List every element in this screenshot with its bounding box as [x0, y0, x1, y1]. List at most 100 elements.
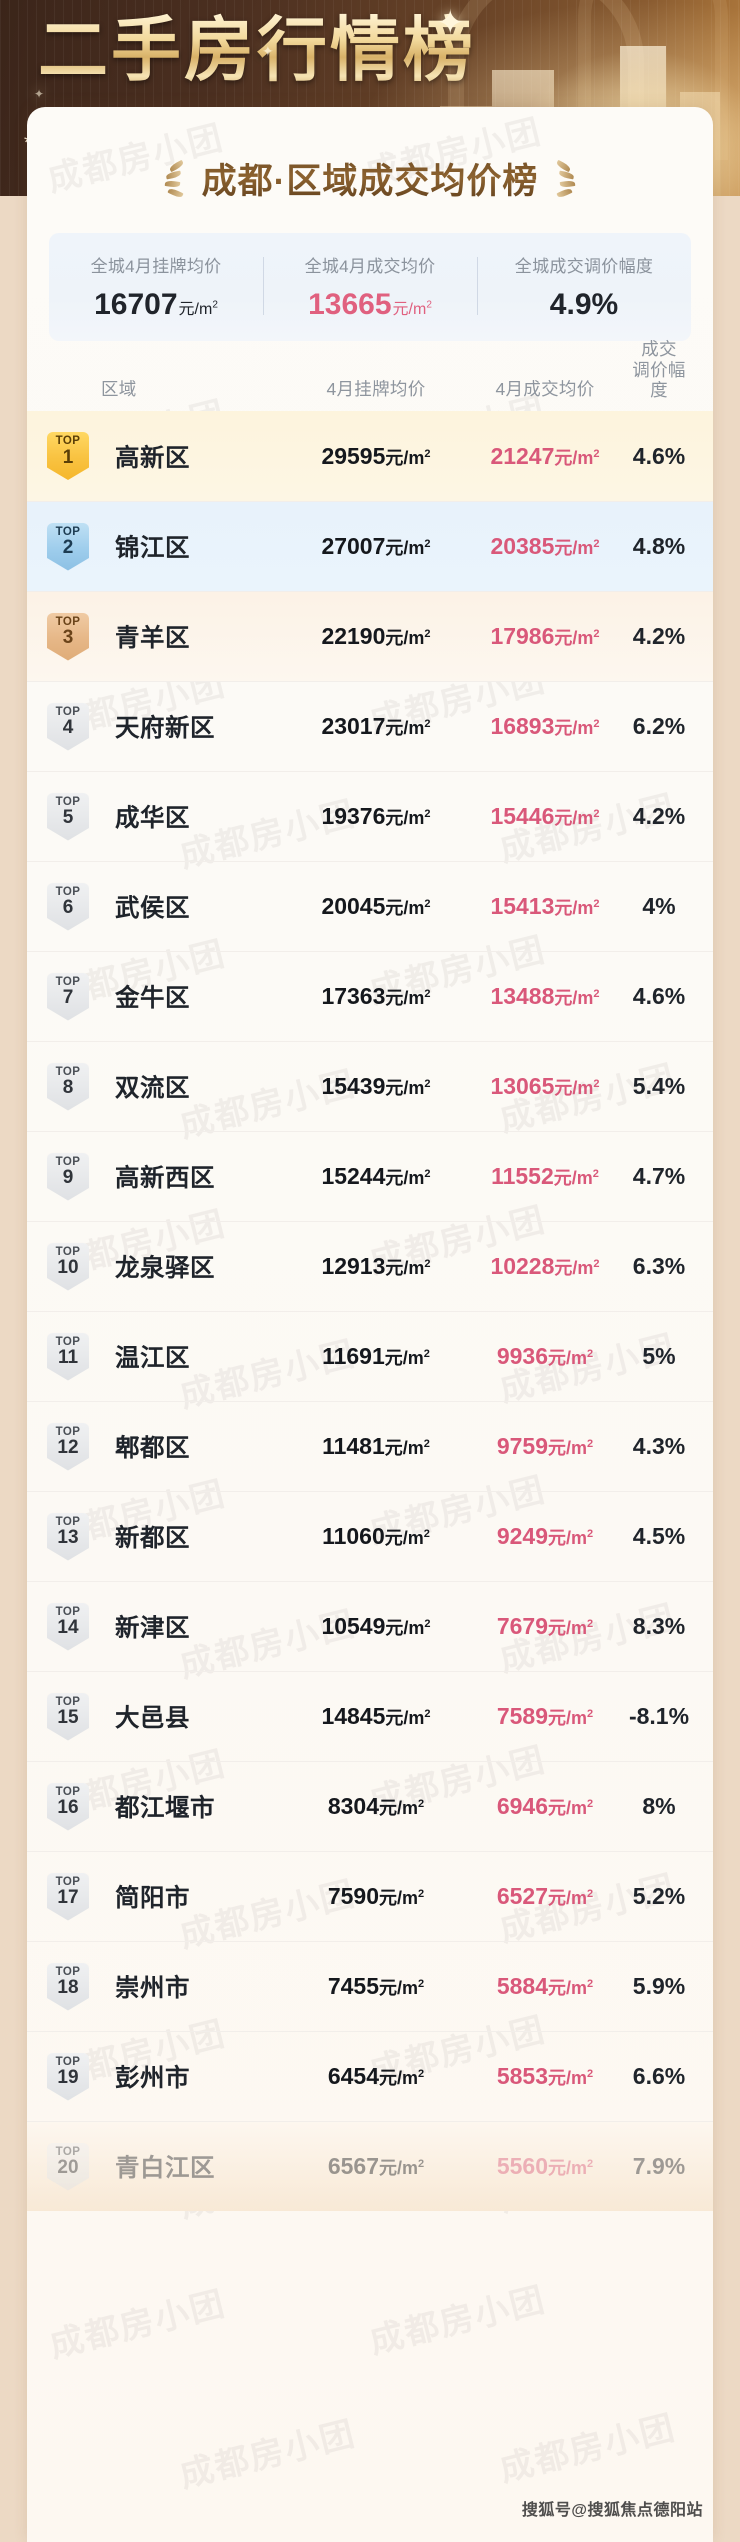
price-unit-exponent: 2	[424, 1708, 431, 1720]
cell-listing-price: 12913元/m2	[287, 1253, 465, 1280]
source-watermark: 搜狐号@搜狐焦点德阳站	[521, 2502, 703, 2519]
price-unit: 元/m2	[379, 1888, 425, 1908]
table-row[interactable]: TOP 9 高新西区 15244元/m2 11552元/m2 4.7%	[27, 1131, 713, 1221]
price-number: 11060	[322, 1523, 385, 1549]
rank-badge-number: 19	[57, 2067, 79, 2088]
cell-rank: TOP 20	[47, 2142, 101, 2191]
table-row[interactable]: TOP 7 金牛区 17363元/m2 13488元/m2 4.6%	[27, 951, 713, 1041]
price-unit-exponent: 2	[587, 1348, 594, 1360]
rank-badge-label: TOP	[55, 1695, 81, 1708]
rank-badge-label: TOP	[55, 435, 81, 447]
cell-price-adjustment: 7.9%	[632, 2153, 686, 2179]
table-row[interactable]: TOP 6 武侯区 20045元/m2 15413元/m2 4%	[27, 861, 713, 951]
cell-deal-price: 21247元/m2	[465, 443, 625, 470]
table-row[interactable]: TOP 14 新津区 10549元/m2 7679元/m2 8.3%	[27, 1581, 713, 1671]
header-listing-price: 4月挂牌均价	[326, 379, 426, 399]
city-summary-bar: 全城4月挂牌均价 16707元/m2 全城4月成交均价 13665元/m2 全城…	[49, 233, 691, 341]
cell-listing-price: 29595元/m2	[287, 443, 465, 470]
rank-badge-icon: TOP 16	[47, 1782, 89, 1831]
price-number: 6946	[496, 1793, 549, 1819]
price-unit: 元/m2	[384, 1438, 430, 1458]
summary-label: 全城成交调价幅度	[514, 257, 654, 276]
cell-price-adjustment: 4.8%	[632, 533, 686, 559]
table-row[interactable]: TOP 20 青白江区 6567元/m2 5560元/m2 7.9%	[27, 2121, 713, 2211]
summary-label: 全城4月成交均价	[304, 257, 436, 276]
sparkle-icon: ✦	[262, 43, 274, 59]
cell-price-adjustment: 4.6%	[632, 442, 686, 469]
price-unit: 元/m2	[548, 1618, 594, 1638]
cell-deal-price: 16893元/m2	[465, 713, 625, 740]
table-row[interactable]: TOP 3 青羊区 22190元/m2 17986元/m2 4.2%	[27, 591, 713, 681]
price-number: 13488	[490, 983, 555, 1009]
table-row[interactable]: TOP 16 都江堰市 8304元/m2 6946元/m2 8%	[27, 1761, 713, 1851]
table-row[interactable]: TOP 5 成华区 19376元/m2 15446元/m2 4.2%	[27, 771, 713, 861]
cell-rank: TOP 3	[47, 612, 101, 661]
rank-badge-label: TOP	[55, 1515, 81, 1528]
rank-badge-label: TOP	[55, 1335, 81, 1348]
watermark: 成都房小团	[365, 2280, 550, 2362]
price-unit: 元/m2	[385, 988, 431, 1008]
cell-listing-price: 22190元/m2	[287, 623, 465, 650]
table-row[interactable]: TOP 12 郫都区 11481元/m2 9759元/m2 4.3%	[27, 1401, 713, 1491]
cell-deal-price: 17986元/m2	[465, 623, 625, 650]
cell-rank: TOP 15	[47, 1692, 101, 1741]
price-unit-exponent: 2	[424, 718, 431, 730]
summary-value: 16707元/m2	[49, 288, 263, 322]
table-row[interactable]: TOP 17 简阳市 7590元/m2 6527元/m2 5.2%	[27, 1851, 713, 1941]
watermark: 成都房小团	[495, 2408, 680, 2490]
unit-exponent: 2	[212, 299, 218, 311]
cell-area-name: 锦江区	[115, 535, 190, 562]
cell-deal-price: 13065元/m2	[465, 1073, 625, 1100]
rank-badge-label: TOP	[55, 1605, 81, 1618]
rank-badge-label: TOP	[55, 975, 81, 988]
cell-price-adjustment: 4.5%	[632, 1523, 686, 1549]
cell-rank: TOP 8	[47, 1062, 101, 1111]
price-unit-exponent: 2	[593, 898, 600, 910]
table-row[interactable]: TOP 10 龙泉驿区 12913元/m2 10228元/m2 6.3%	[27, 1221, 713, 1311]
table-row[interactable]: TOP 13 新都区 11060元/m2 9249元/m2 4.5%	[27, 1491, 713, 1581]
price-unit-exponent: 2	[424, 988, 431, 1000]
rank-badge-icon: TOP 13	[47, 1512, 89, 1561]
summary-value: 4.9%	[477, 288, 691, 322]
cell-area-name: 成华区	[115, 805, 190, 832]
table-header: 区域 4月挂牌均价 4月成交均价 成交 调价幅度	[27, 339, 713, 411]
table-row[interactable]: TOP 15 大邑县 14845元/m2 7589元/m2 -8.1%	[27, 1671, 713, 1761]
laurel-left-icon	[161, 159, 187, 199]
rank-badge-number: 3	[62, 627, 74, 648]
table-row[interactable]: TOP 8 双流区 15439元/m2 13065元/m2 5.4%	[27, 1041, 713, 1131]
cell-price-adjustment: 5.9%	[632, 1973, 686, 1999]
cell-deal-price: 6946元/m2	[465, 1793, 625, 1820]
cell-area-name: 青羊区	[115, 625, 190, 652]
price-unit-exponent: 2	[424, 1618, 431, 1630]
price-unit-exponent: 2	[424, 808, 431, 820]
price-unit-exponent: 2	[587, 1888, 594, 1900]
price-number: 23017	[321, 713, 386, 739]
price-unit: 元/m2	[385, 718, 431, 738]
cell-price-adjustment: 4.2%	[632, 803, 686, 829]
watermark: 成都房小团	[175, 2414, 360, 2496]
price-unit: 元/m2	[554, 808, 600, 828]
price-unit-exponent: 2	[587, 1438, 594, 1450]
table-row[interactable]: TOP 11 温江区 11691元/m2 9936元/m2 5%	[27, 1311, 713, 1401]
table-row[interactable]: TOP 4 天府新区 23017元/m2 16893元/m2 6.2%	[27, 681, 713, 771]
price-unit: 元/m2	[384, 1348, 430, 1368]
cell-rank: TOP 17	[47, 1872, 101, 1921]
price-unit-exponent: 2	[423, 1438, 430, 1450]
price-unit-exponent: 2	[423, 1348, 430, 1360]
hero-title: 二手房行情榜	[38, 8, 476, 93]
price-unit-exponent: 2	[424, 447, 431, 460]
cell-price-adjustment: 5.4%	[632, 1073, 686, 1099]
price-number: 11481	[322, 1433, 385, 1459]
cell-deal-price: 13488元/m2	[465, 983, 625, 1010]
table-row[interactable]: TOP 2 锦江区 27007元/m2 20385元/m2 4.8%	[27, 501, 713, 591]
cell-price-adjustment: 6.2%	[632, 713, 686, 739]
cell-listing-price: 8304元/m2	[287, 1793, 465, 1820]
table-row[interactable]: TOP 19 彭州市 6454元/m2 5853元/m2 6.6%	[27, 2031, 713, 2121]
header-price-adjustment-line1: 成交	[641, 339, 677, 360]
cell-deal-price: 5853元/m2	[465, 2063, 625, 2090]
rank-badge-icon: TOP 4	[47, 702, 89, 751]
rank-badge-icon: TOP 3	[47, 612, 89, 661]
table-row[interactable]: TOP 18 崇州市 7455元/m2 5884元/m2 5.9%	[27, 1941, 713, 2031]
table-row[interactable]: TOP 1 高新区 29595元/m2 21247元/m2 4.6%	[27, 411, 713, 501]
unit-text: 元/m	[392, 301, 427, 318]
